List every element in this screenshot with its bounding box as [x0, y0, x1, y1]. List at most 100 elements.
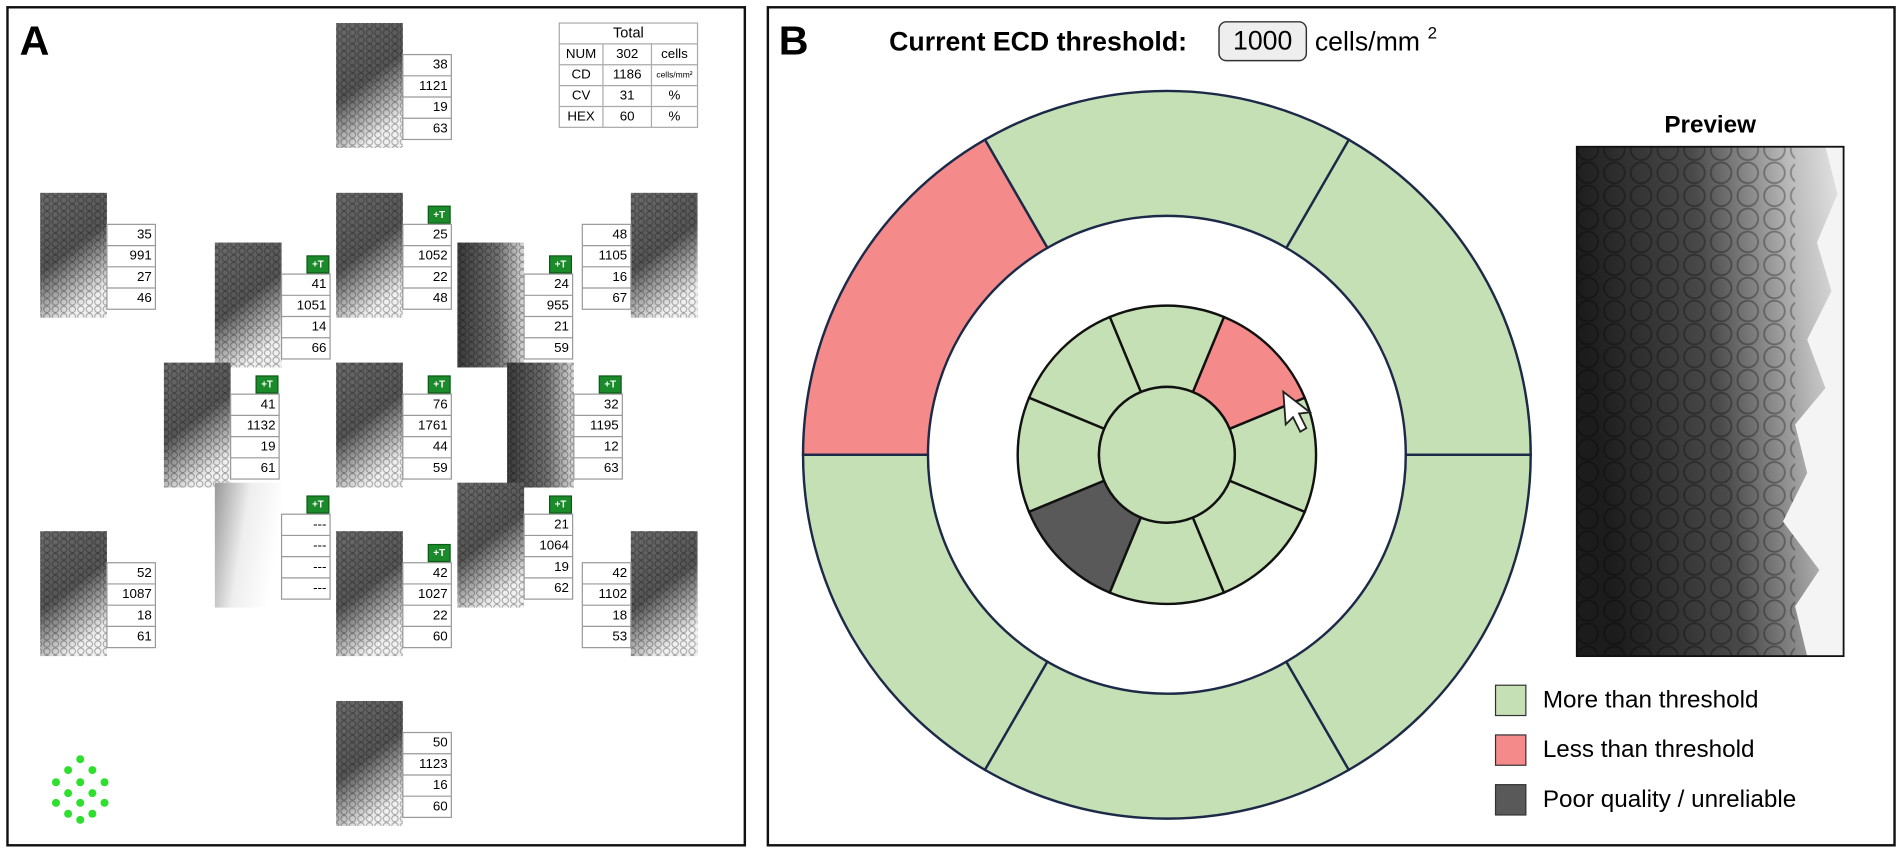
tile-value: 41	[312, 276, 327, 291]
preview-texture	[1576, 146, 1796, 657]
badge	[306, 495, 330, 514]
total-cell: 302	[616, 46, 638, 61]
outer-sector	[801, 138, 1050, 457]
tile-value: 1195	[590, 418, 619, 433]
tile-value: 1027	[418, 586, 448, 601]
tile-value: 21	[554, 516, 569, 531]
tile-texture	[457, 242, 525, 368]
tile-value: 1132	[247, 418, 276, 433]
total-cell: %	[669, 108, 681, 123]
panel-a: Total NUM 302 cells CD 1186 cells/mm² CV 31 % HEX 6…	[40, 22, 699, 826]
tile-value: 22	[433, 607, 448, 622]
total-cell: %	[669, 88, 681, 103]
tile-value: 1121	[419, 78, 448, 93]
tile-value: 25	[433, 227, 448, 242]
tile-value: 1102	[599, 586, 628, 601]
tile-texture	[507, 362, 574, 488]
threshold-title: Current ECD threshold:	[889, 27, 1187, 57]
outer-sector	[983, 89, 1351, 250]
preview-title: Preview	[1664, 112, 1756, 139]
outer-sector	[801, 453, 1050, 772]
tile-value: 32	[604, 396, 619, 411]
location-dot	[88, 789, 97, 798]
tile-value: 46	[137, 290, 152, 305]
legend-label: Less than threshold	[1543, 736, 1755, 763]
badge-text: +T	[433, 210, 445, 221]
legend-swatch	[1494, 734, 1527, 766]
tile-value: 61	[137, 629, 152, 644]
tile-texture	[163, 362, 231, 488]
tile-value: 22	[433, 269, 448, 284]
tile-value: 1105	[599, 248, 628, 263]
location-dot	[100, 798, 109, 807]
badge	[598, 375, 622, 394]
tile-value: ---	[313, 559, 326, 574]
tile-value: 12	[604, 439, 619, 454]
threshold-input[interactable]	[1218, 21, 1308, 62]
total-title: Total	[613, 25, 644, 41]
preview-frame	[1575, 145, 1845, 658]
tile-value: ---	[313, 538, 326, 553]
location-dot	[76, 778, 85, 787]
tile-value: 24	[554, 276, 569, 291]
tile-value: 21	[554, 319, 569, 334]
tile-value: 61	[261, 460, 276, 475]
tile-value: 1087	[122, 586, 152, 601]
badge	[427, 543, 451, 563]
outer-sector	[1284, 453, 1532, 772]
tile-value: 41	[261, 396, 276, 411]
tile-value: 16	[433, 777, 448, 792]
tile-value: 53	[612, 629, 627, 644]
tile-value: 52	[137, 565, 152, 580]
tile-value: 50	[433, 735, 448, 750]
total-table	[558, 22, 699, 128]
tile-texture	[40, 192, 107, 318]
location-dot	[100, 778, 109, 787]
panel-b-frame	[766, 6, 1896, 847]
tile-texture	[336, 700, 403, 826]
tile-value: 1123	[419, 756, 448, 771]
tile-value: 18	[612, 607, 627, 622]
tile-value: 14	[312, 319, 327, 334]
tile-value: ---	[313, 580, 326, 595]
total-cell: 31	[620, 88, 635, 103]
badge	[255, 375, 279, 394]
legend-label: More than threshold	[1543, 686, 1759, 713]
tile-value: 19	[261, 439, 276, 454]
threshold-value[interactable]: 1000	[1233, 25, 1292, 55]
preview-edge	[1782, 146, 1844, 657]
tile-value: 59	[554, 340, 569, 355]
location-dot	[76, 798, 85, 807]
panel-label: B	[779, 18, 809, 64]
badge-text: +T	[555, 260, 567, 271]
tile-value: 66	[312, 340, 327, 355]
location-dot	[88, 809, 97, 818]
badge-text: +T	[312, 260, 324, 271]
location-dot	[51, 778, 60, 787]
outer-sector	[1284, 138, 1532, 457]
tile-texture	[336, 362, 403, 488]
tile-value: 63	[433, 120, 448, 135]
tile-value: 991	[130, 248, 152, 263]
tile-value: 44	[433, 439, 448, 454]
badge-text: +T	[433, 548, 445, 559]
tile-value: 48	[433, 290, 448, 305]
tile-value: 19	[554, 559, 569, 574]
location-dot	[64, 766, 73, 775]
tile-value: 63	[604, 460, 619, 475]
badge-text: +T	[433, 380, 445, 391]
panel-b: Current ECD threshold: 1000 cells/mm 2 P…	[801, 21, 1845, 820]
badge	[427, 375, 451, 394]
tile-value: 27	[137, 269, 152, 284]
badge	[548, 255, 573, 274]
tile-texture	[40, 531, 107, 657]
badge	[427, 205, 451, 224]
tile-texture	[457, 482, 525, 608]
tile-value: ---	[313, 516, 326, 531]
center-sector	[1097, 385, 1236, 524]
total-cell: cells/mm²	[656, 69, 692, 79]
tile-texture	[336, 531, 403, 657]
tile-texture	[630, 531, 698, 657]
tile-texture	[336, 23, 403, 148]
